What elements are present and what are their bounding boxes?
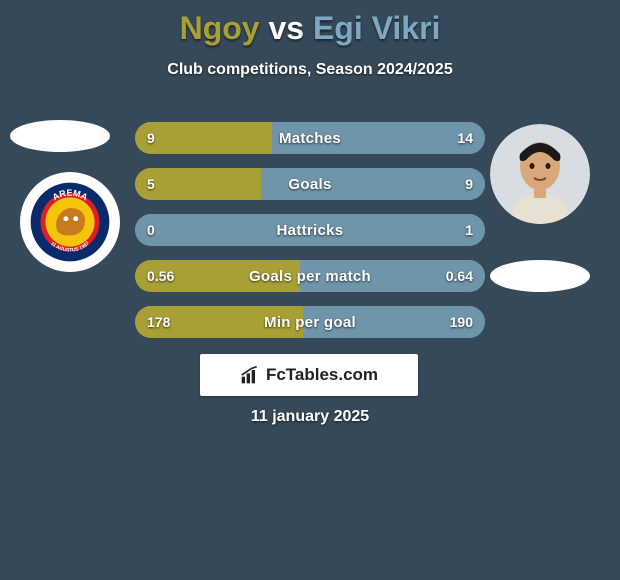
flag-left-placeholder bbox=[10, 120, 110, 152]
stat-row: 914Matches bbox=[135, 122, 485, 154]
chart-icon bbox=[240, 365, 260, 385]
comparison-bars: 914Matches 59Goals 01Hattricks 0.560.64Goal… bbox=[135, 122, 485, 352]
crest-icon: AREMA 11 AGUSTUS 1987 bbox=[29, 181, 111, 263]
club-crest-left: AREMA 11 AGUSTUS 1987 bbox=[20, 172, 120, 272]
player1-name: Ngoy bbox=[180, 10, 260, 46]
player2-avatar bbox=[490, 124, 590, 224]
stat-row: 0.560.64Goals per match bbox=[135, 260, 485, 292]
title: Ngoy vs Egi Vikri bbox=[0, 0, 620, 47]
brand-text: FcTables.com bbox=[266, 365, 378, 385]
avatar-icon bbox=[490, 124, 590, 224]
stat-row: 178190Min per goal bbox=[135, 306, 485, 338]
subtitle: Club competitions, Season 2024/2025 bbox=[0, 61, 620, 79]
stat-label: Goals bbox=[135, 168, 485, 200]
brand-box: FcTables.com bbox=[200, 354, 418, 396]
stat-row: 59Goals bbox=[135, 168, 485, 200]
infographic-root: Ngoy vs Egi Vikri Club competitions, Sea… bbox=[0, 0, 620, 580]
stat-label: Hattricks bbox=[135, 214, 485, 246]
stat-row: 01Hattricks bbox=[135, 214, 485, 246]
date-text: 11 january 2025 bbox=[0, 408, 620, 426]
stat-label: Goals per match bbox=[135, 260, 485, 292]
vs-text: vs bbox=[268, 10, 304, 46]
player2-name: Egi Vikri bbox=[313, 10, 440, 46]
flag-right-placeholder bbox=[490, 260, 590, 292]
stat-label: Matches bbox=[135, 122, 485, 154]
stat-label: Min per goal bbox=[135, 306, 485, 338]
